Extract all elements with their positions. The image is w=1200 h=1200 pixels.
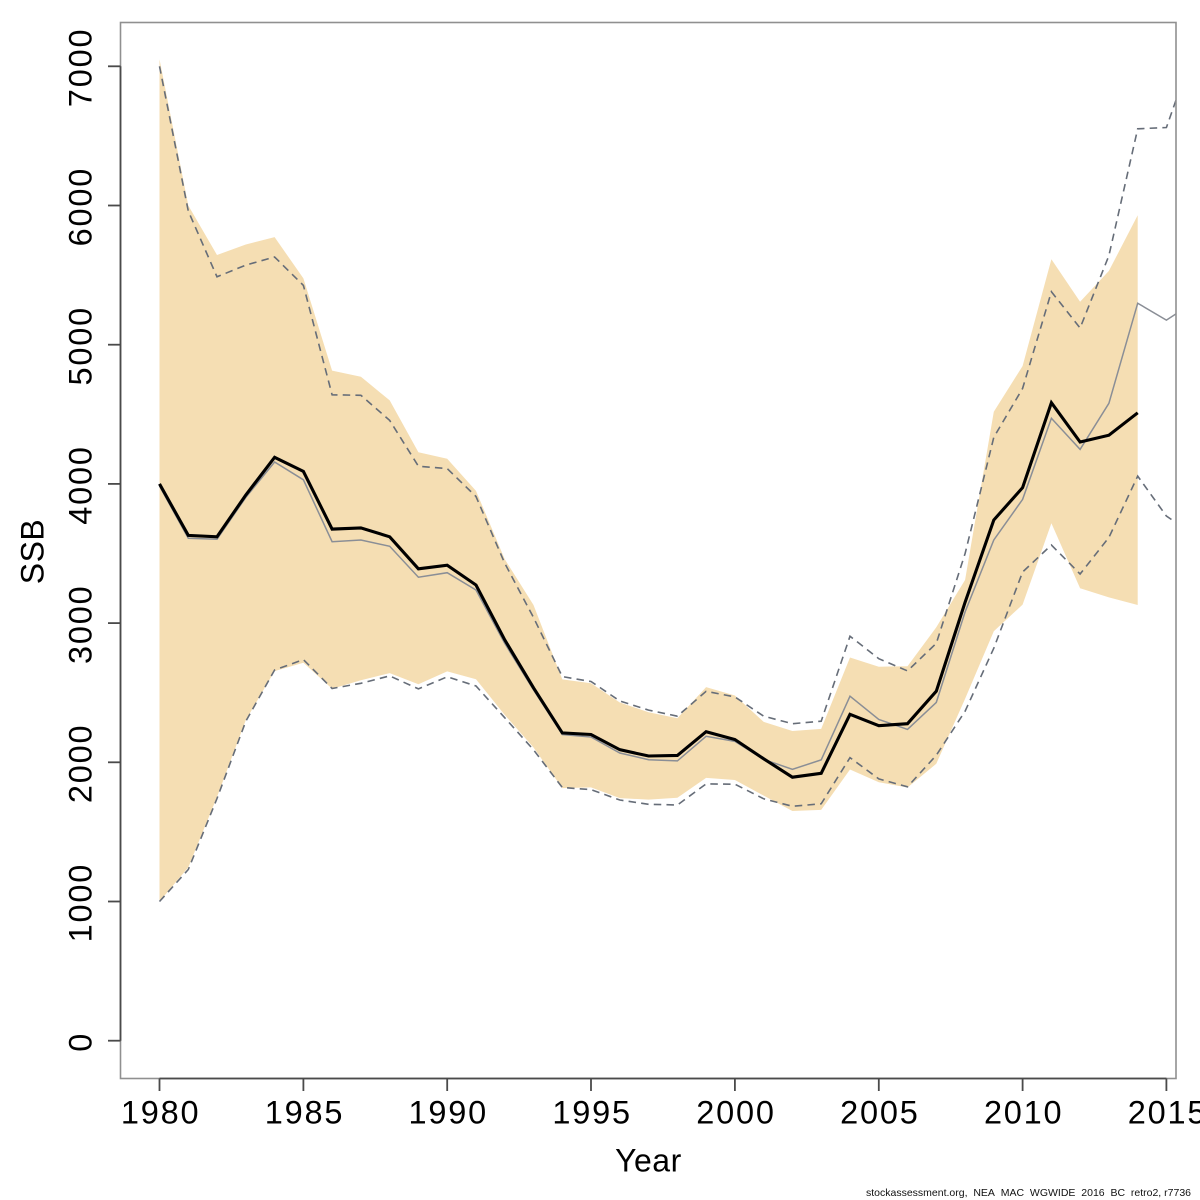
svg-text:1990: 1990	[409, 1095, 489, 1131]
svg-text:1985: 1985	[265, 1095, 345, 1131]
svg-text:3000: 3000	[63, 584, 99, 664]
svg-text:stockassessment.org, NEA MAC: stockassessment.org, NEA MAC WGWIDE 2016…	[866, 1187, 1191, 1199]
svg-text:2000: 2000	[696, 1095, 776, 1131]
svg-text:1980: 1980	[121, 1095, 201, 1131]
svg-text:2005: 2005	[840, 1095, 920, 1131]
svg-text:1995: 1995	[552, 1095, 632, 1131]
svg-text:1000: 1000	[63, 863, 99, 943]
svg-text:5000: 5000	[63, 306, 99, 386]
svg-text:7000: 7000	[63, 28, 99, 108]
svg-text:4000: 4000	[63, 445, 99, 525]
svg-text:2010: 2010	[984, 1095, 1064, 1131]
svg-text:6000: 6000	[63, 167, 99, 247]
svg-text:0: 0	[63, 1032, 99, 1052]
svg-text:2000: 2000	[63, 724, 99, 804]
svg-text:SSB: SSB	[15, 519, 51, 585]
svg-text:Year: Year	[615, 1143, 682, 1179]
svg-text:2015: 2015	[1128, 1095, 1200, 1131]
